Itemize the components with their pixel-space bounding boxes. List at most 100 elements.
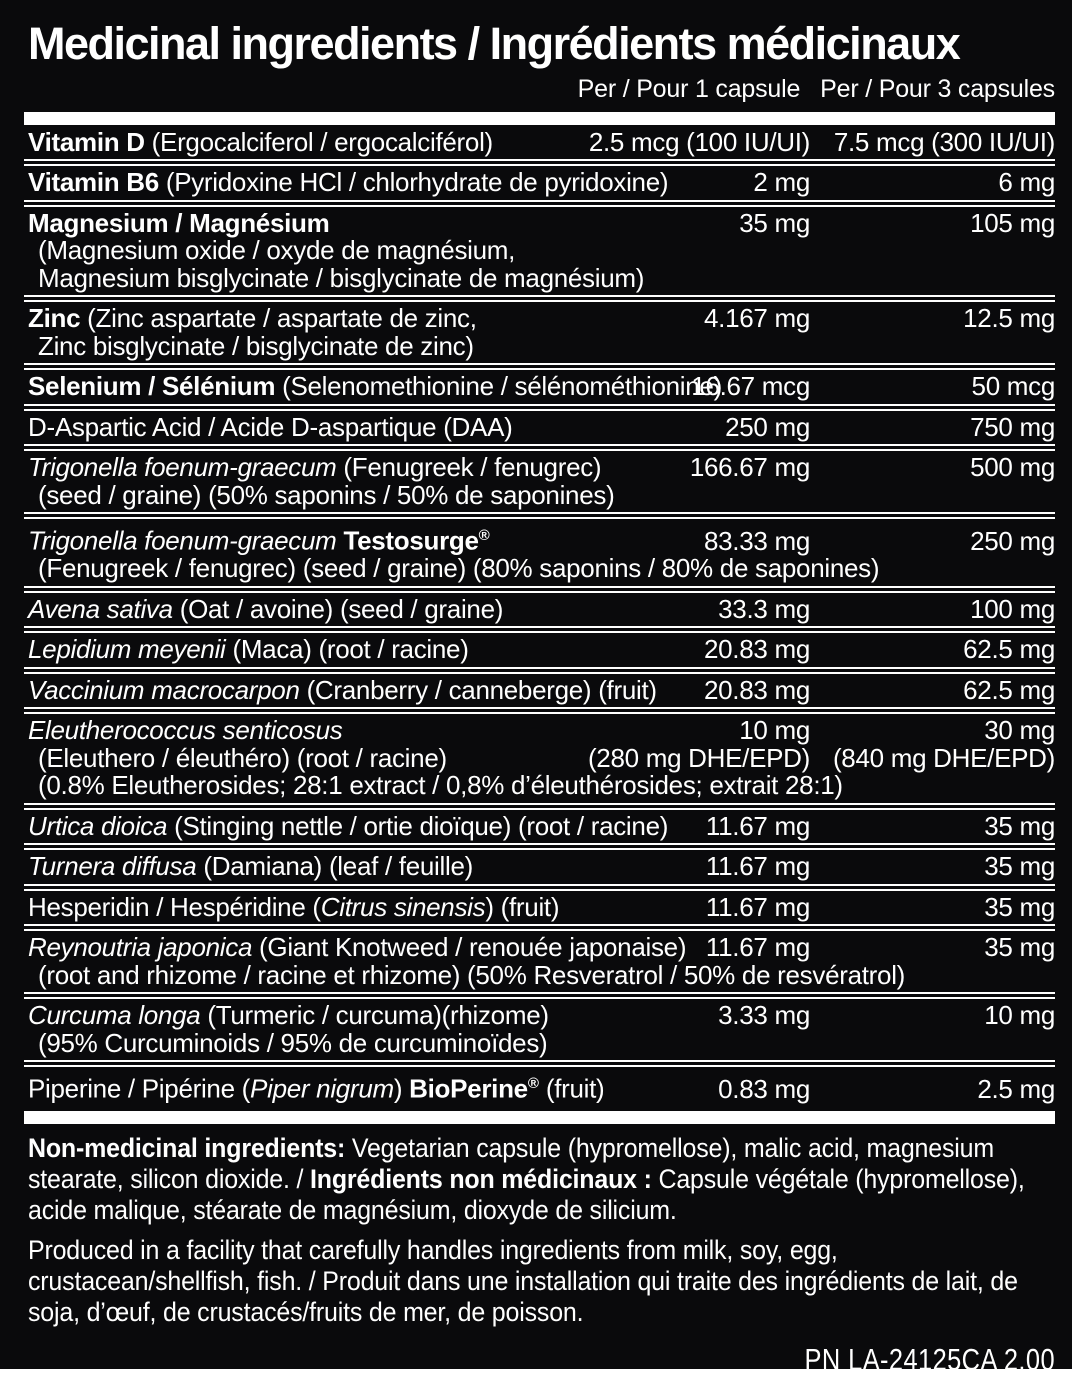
- per-1-capsule-sub-value: (280 mg DHE/EPD): [587, 742, 810, 773]
- text-segment: ®: [478, 527, 490, 545]
- per-1-capsule-value: 20.83 mg: [703, 634, 810, 665]
- per-1-capsule-value: 4.167 mg: [703, 303, 810, 334]
- ingredient-row: Zinc (Zinc aspartate / aspartate de zinc…: [28, 302, 1055, 363]
- ingredient-sub-line: Zinc bisglycinate / bisglycinate de zinc…: [28, 332, 1055, 361]
- per-1-capsule-value: 11.67 mg: [705, 891, 810, 922]
- per-3-capsules-value: 62.5 mg: [963, 634, 1055, 665]
- text-segment: Urtica dioica: [28, 810, 168, 841]
- row-separator: [24, 159, 1055, 167]
- part-number: PN LA-24125CA 2.00: [804, 1342, 1055, 1369]
- row-separator: [24, 1060, 1055, 1068]
- text-segment: Trigonella foenum-graecum: [28, 525, 337, 556]
- per-3-capsules-sub-value: (840 mg DHE/EPD): [832, 742, 1055, 773]
- text-segment: Lepidium meyenii: [28, 634, 226, 665]
- text-segment: Curcuma longa: [28, 1000, 201, 1031]
- ingredient-main-line: Curcuma longa (Turmeric / curcuma)(rhizo…: [28, 1002, 1055, 1030]
- ingredient-main-line: Trigonella foenum-graecum Testosurge® 83.…: [28, 522, 1055, 555]
- text-segment: Trigonella foenum-graecum: [28, 452, 337, 483]
- text-segment: D-Aspartic Acid / Acide D-aspartique (DA…: [28, 411, 513, 442]
- per-3-capsules-value: 250 mg: [970, 525, 1055, 556]
- text-segment: Produced in a facility that carefully ha…: [28, 1235, 1018, 1328]
- ingredient-main-line: Vaccinium macrocarpon (Cranberry / canne…: [28, 674, 1055, 705]
- ingredient-row: Curcuma longa (Turmeric / curcuma)(rhizo…: [28, 999, 1055, 1060]
- text-segment: Testosurge: [343, 525, 479, 556]
- per-3-capsules-value: 35 mg: [984, 810, 1055, 841]
- ingredient-name: Curcuma longa (Turmeric / curcuma)(rhizo…: [28, 1002, 580, 1030]
- row-separator: [24, 363, 1055, 371]
- text-segment: (Damiana) (leaf / feuille): [196, 851, 473, 882]
- ingredient-name: Trigonella foenum-graecum (Fenugreek / f…: [28, 452, 602, 483]
- ingredient-main-line: Hesperidin / Hespéridine (Citrus sinensi…: [28, 891, 1055, 922]
- text-segment: ®: [527, 1075, 539, 1093]
- text-segment: Piperine / Pipérine (: [28, 1073, 251, 1104]
- row-separator: [24, 992, 1055, 1000]
- ingredient-row: Selenium / Sélénium (Selenomethionine / …: [28, 370, 1055, 404]
- ingredient-row: Vaccinium macrocarpon (Cranberry / canne…: [28, 674, 1055, 708]
- per-1-capsule-value: 166.67 mg: [689, 452, 810, 483]
- text-segment: (Cranberry / canneberge) (fruit): [299, 674, 658, 705]
- footnotes: Non-medicinal ingredients: Vegetarian ca…: [28, 1133, 1057, 1328]
- ingredient-name: Trigonella foenum-graecum Testosurge®: [28, 522, 580, 555]
- text-segment: Vitamin D: [28, 126, 145, 157]
- row-separator: [24, 883, 1055, 891]
- ingredient-sub-line: (seed / graine) (50% saponins / 50% de s…: [28, 481, 1055, 510]
- ingredient-sub-line: (0.8% Eleutherosides; 28:1 extract / 0,8…: [28, 772, 1055, 800]
- text-segment: Hesperidin / Hespéridine (: [28, 891, 321, 922]
- ingredient-row: Eleutherococcus senticosus 10 mg 30 mg (Ele…: [28, 714, 1055, 803]
- ingredient-main-line: Urtica dioica (Stinging nettle / ortie d…: [28, 810, 1055, 841]
- per-1-capsule-value: 10 mg: [739, 715, 810, 746]
- per-3-capsules-value: 12.5 mg: [963, 303, 1055, 334]
- per-3-capsules-header: Per / Pour 3 capsules: [820, 74, 1055, 103]
- ingredient-name: Piperine / Pipérine (Piper nigrum) BioPe…: [28, 1070, 605, 1104]
- text-segment: Vitamin B6: [28, 167, 159, 198]
- ingredient-sub-line: (Fenugreek / fenugrec) (seed / graine) (…: [28, 555, 1055, 583]
- text-segment: Selenium / Sélénium: [28, 371, 276, 402]
- ingredient-row: Vitamin B6 (Pyridoxine HCl / chlorhydrat…: [28, 166, 1055, 200]
- text-segment: Reynoutria japonica: [28, 932, 253, 963]
- ingredient-name: Urtica dioica (Stinging nettle / ortie d…: [28, 810, 668, 841]
- per-3-capsules-value: 750 mg: [970, 411, 1055, 442]
- per-1-capsule-value: 11.67 mg: [705, 851, 810, 882]
- ingredient-name: Avena sativa (Oat / avoine) (seed / grai…: [28, 593, 580, 624]
- ingredient-main-line: Lepidium meyenii (Maca) (root / racine) 2…: [28, 636, 1055, 664]
- per-1-capsule-value: 3.33 mg: [718, 1000, 810, 1031]
- per-1-capsule-value: 0.83 mg: [718, 1073, 810, 1104]
- per-1-capsule-header: Per / Pour 1 capsule: [577, 74, 801, 103]
- text-segment: (Stinging nettle / ortie dioïque) (root …: [167, 810, 669, 841]
- text-segment: Avena sativa: [28, 593, 173, 624]
- text-segment: Citrus sinensis: [320, 891, 486, 922]
- ingredient-name: Vitamin B6 (Pyridoxine HCl / chlorhydrat…: [28, 167, 669, 198]
- row-separator: [24, 199, 1055, 207]
- ingredient-name: Reynoutria japonica (Giant Knotweed / re…: [28, 932, 687, 963]
- footnote-paragraph: Non-medicinal ingredients: Vegetarian ca…: [28, 1133, 1057, 1226]
- per-1-capsule-value: 35 mg: [739, 207, 810, 238]
- ingredient-main-line: Trigonella foenum-graecum (Fenugreek / f…: [28, 452, 1055, 483]
- text-segment: Piper nigrum: [250, 1073, 394, 1104]
- ingredient-sub-line: (Eleuthero / éleuthéro) (root / racine) (…: [28, 742, 1055, 773]
- ingredient-name: Turnera diffusa (Damiana) (leaf / feuill…: [28, 853, 580, 881]
- ingredient-sub-line: (root and rhizome / racine et rhizome) (…: [28, 961, 1055, 990]
- text-segment: (Giant Knotweed / renouée japonaise): [252, 932, 687, 963]
- ingredient-row: Piperine / Pipérine (Piper nigrum) BioPe…: [28, 1067, 1055, 1106]
- per-3-capsules-value: 6 mg: [998, 167, 1055, 198]
- per-3-capsules-value: 35 mg: [984, 891, 1055, 922]
- text-segment: (Maca) (root / racine): [225, 634, 469, 665]
- ingredient-sub-text: (95% Curcuminoids / 95% de curcuminoïdes…: [38, 1027, 548, 1058]
- ingredient-main-line: Piperine / Pipérine (Piper nigrum) BioPe…: [28, 1070, 1055, 1103]
- text-segment: Ingrédients non médicinaux :: [309, 1164, 652, 1195]
- ingredient-sub-line: (Magnesium oxide / oxyde de magnésium,: [28, 237, 1055, 265]
- per-1-capsule-value: 250 mg: [725, 411, 810, 442]
- text-segment: Vegetarian capsule (hypromellose), malic…: [28, 1133, 994, 1195]
- per-3-capsules-value: 100 mg: [970, 593, 1055, 624]
- ingredient-row: Lepidium meyenii (Maca) (root / racine) 2…: [28, 633, 1055, 667]
- per-1-capsule-value: 11.67 mg: [705, 932, 810, 963]
- ingredient-row: Hesperidin / Hespéridine (Citrus sinensi…: [28, 891, 1055, 925]
- ingredient-name: Lepidium meyenii (Maca) (root / racine): [28, 636, 580, 664]
- row-separator: [24, 585, 1055, 593]
- ingredient-row: Reynoutria japonica (Giant Knotweed / re…: [28, 931, 1055, 992]
- per-1-capsule-value: 20.83 mg: [703, 674, 810, 705]
- ingredient-row: Urtica dioica (Stinging nettle / ortie d…: [28, 810, 1055, 844]
- ingredient-main-line: Reynoutria japonica (Giant Knotweed / re…: [28, 934, 1055, 962]
- ingredient-sub-text: (Fenugreek / fenugrec) (seed / graine) (…: [38, 553, 880, 584]
